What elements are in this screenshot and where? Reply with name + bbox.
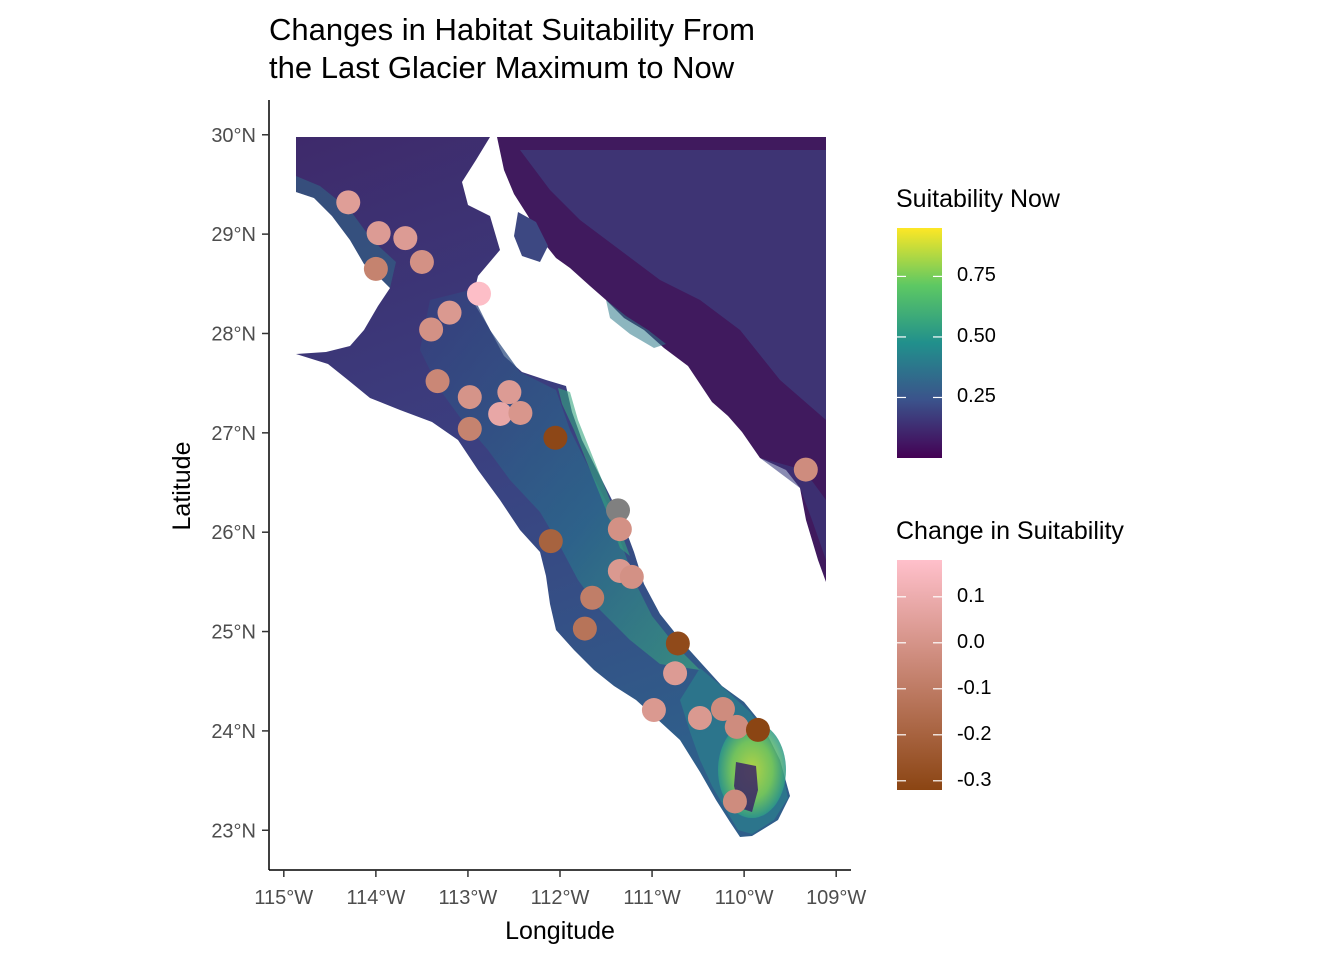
site-point: [665, 631, 690, 656]
site-point: [497, 380, 522, 405]
chart-title-line-2: the Last Glacier Maximum to Now: [269, 50, 735, 85]
x-tick-label: 110°W: [715, 887, 774, 909]
site-point: [457, 416, 482, 441]
x-tick-label: 115°W: [254, 887, 313, 909]
y-tick-label: 29°N: [211, 224, 256, 246]
y-tick-label: 24°N: [211, 721, 256, 743]
y-tick-label: 30°N: [211, 125, 256, 147]
site-point: [687, 705, 712, 730]
y-tick-label: 23°N: [211, 820, 256, 842]
site-point: [793, 457, 818, 482]
site-point: [508, 400, 533, 425]
site-point: [393, 226, 418, 251]
site-point: [409, 249, 434, 274]
y-tick-label: 28°N: [211, 323, 256, 345]
site-point: [488, 401, 513, 426]
mainland-coast-band: [606, 300, 666, 348]
y-tick-label: 27°N: [211, 423, 256, 445]
mainland-texture: [520, 150, 826, 420]
site-point: [724, 714, 749, 739]
site-point: [457, 385, 482, 410]
site-point: [466, 281, 491, 306]
x-tick-label: 111°W: [623, 887, 680, 909]
legend-tick-label: -0.2: [957, 722, 992, 745]
tiburon-island: [514, 212, 548, 262]
site-point: [580, 585, 605, 610]
site-point: [663, 661, 688, 686]
site-point: [336, 190, 361, 215]
legend-tick-label: 0.50: [957, 324, 996, 347]
legend-change-title: Change in Suitability: [896, 517, 1124, 545]
site-point: [419, 317, 444, 342]
change-colorbar: [897, 560, 942, 790]
site-point: [745, 717, 770, 742]
y-axis-title: Latitude: [168, 442, 196, 531]
site-point: [607, 517, 632, 542]
x-tick-label: 113°W: [439, 887, 498, 909]
site-point: [543, 425, 568, 450]
site-point: [619, 564, 644, 589]
site-point: [572, 616, 597, 641]
y-tick-label: 25°N: [211, 622, 256, 644]
chart-title-line-1: Changes in Habitat Suitability From: [269, 12, 755, 47]
x-tick-label: 109°W: [806, 887, 866, 909]
legend-tick-label: -0.1: [957, 676, 992, 699]
suitability-now-colorbar: [897, 228, 942, 458]
mainland-south-patch: [760, 458, 826, 560]
site-point: [366, 221, 391, 246]
x-axis-title: Longitude: [505, 917, 615, 945]
legend-tick-label: 0.25: [957, 385, 996, 408]
site-point: [710, 697, 735, 722]
legend-tick-label: 0.1: [957, 584, 985, 607]
site-point: [425, 369, 450, 394]
site-point: [722, 789, 747, 814]
site-point: [641, 698, 666, 723]
site-point: [606, 498, 630, 523]
site-point: [437, 300, 462, 325]
legend-tick-label: -0.3: [957, 768, 992, 791]
legend-tick-label: 0.0: [957, 630, 985, 653]
site-point: [363, 256, 388, 281]
y-tick-label: 26°N: [211, 522, 256, 544]
x-tick-label: 112°W: [531, 887, 590, 909]
legend-tick-label: 0.75: [957, 264, 996, 287]
x-tick-label: 114°W: [346, 887, 405, 909]
legend-suitability-now-title: Suitability Now: [896, 185, 1060, 213]
site-point: [538, 529, 563, 554]
